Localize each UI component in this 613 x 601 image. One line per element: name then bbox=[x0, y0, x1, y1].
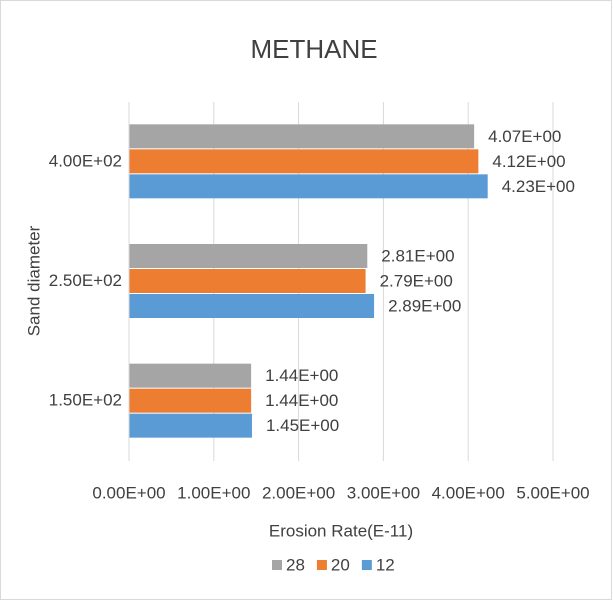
legend-swatch bbox=[272, 560, 282, 570]
value-label: 4.07E+00 bbox=[488, 127, 561, 146]
bar bbox=[129, 413, 252, 438]
value-label: 1.44E+00 bbox=[265, 391, 338, 410]
bar bbox=[129, 363, 252, 388]
legend-label: 12 bbox=[376, 555, 395, 574]
y-axis-title: Sand diameter bbox=[24, 225, 43, 336]
value-label: 2.79E+00 bbox=[380, 271, 453, 290]
legend-label: 20 bbox=[331, 555, 350, 574]
legend-label: 28 bbox=[286, 555, 305, 574]
x-tick-label: 1.00E+00 bbox=[177, 483, 250, 502]
value-label: 2.89E+00 bbox=[388, 296, 461, 315]
legend-swatch bbox=[316, 560, 327, 570]
value-label: 4.12E+00 bbox=[492, 152, 565, 171]
value-label: 1.44E+00 bbox=[265, 366, 338, 385]
x-tick-label: 5.00E+00 bbox=[516, 483, 589, 502]
y-tick-label: 2.50E+02 bbox=[49, 271, 122, 290]
value-label: 4.23E+00 bbox=[502, 177, 575, 196]
x-tick-label: 4.00E+00 bbox=[432, 483, 505, 502]
bar bbox=[129, 269, 366, 293]
bar bbox=[129, 149, 479, 174]
legend-swatch bbox=[361, 560, 372, 570]
x-tick-label: 2.00E+00 bbox=[262, 483, 335, 502]
bar bbox=[129, 174, 488, 199]
chart-title: METHANE bbox=[250, 34, 377, 64]
y-tick-label: 4.00E+02 bbox=[49, 151, 122, 170]
x-tick-label: 3.00E+00 bbox=[347, 483, 420, 502]
bar bbox=[129, 244, 368, 268]
value-label: 1.45E+00 bbox=[266, 416, 339, 435]
x-tick-label: 0.00E+00 bbox=[92, 483, 165, 502]
y-tick-label: 1.50E+02 bbox=[49, 391, 122, 410]
x-axis-title: Erosion Rate(E-11) bbox=[269, 521, 413, 540]
bar bbox=[129, 388, 252, 413]
bar bbox=[129, 124, 475, 149]
value-label: 2.81E+00 bbox=[381, 246, 454, 265]
bar bbox=[129, 294, 375, 318]
